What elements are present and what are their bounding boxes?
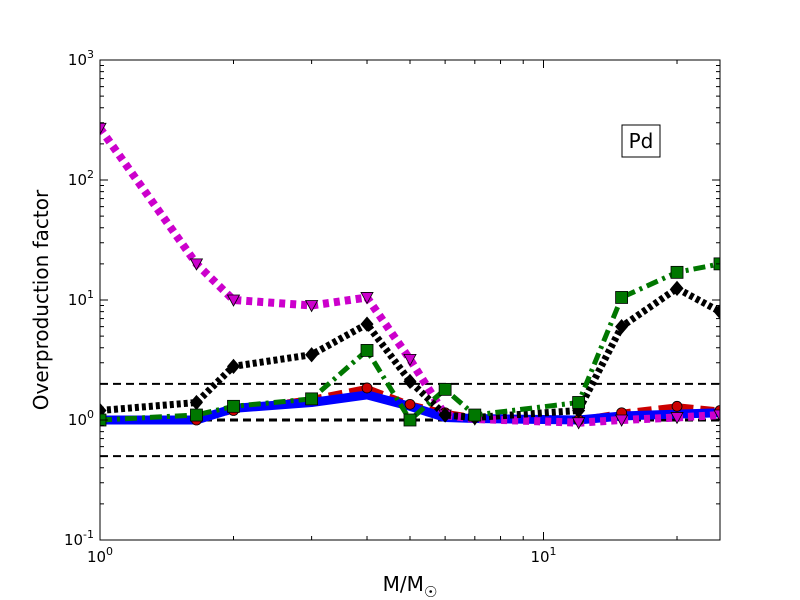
y-tick-label-exp: 0	[87, 408, 94, 421]
series-2-point-10	[670, 412, 684, 425]
series-3-point-4	[360, 316, 374, 332]
series-3-point-5	[403, 373, 417, 389]
y-tick-label-exp: 1	[87, 288, 94, 301]
y-tick-label-base: 10	[68, 291, 87, 309]
x-tick-label-exp: 1	[550, 545, 557, 558]
series-2-point-9	[614, 414, 629, 427]
series-4-point-9	[615, 291, 629, 304]
series-2-point-4	[360, 292, 374, 305]
series-0-point-4	[361, 382, 373, 394]
x-axis-label: M/M☉	[383, 572, 438, 600]
series-line-3	[100, 284, 720, 421]
y-tick-label-exp: 3	[87, 48, 94, 61]
x-axis-label-main: M/M	[383, 572, 424, 596]
series-4-point-2	[227, 399, 240, 413]
annotation-box	[621, 124, 661, 158]
y-tick-label: 102	[68, 168, 94, 189]
series-3-point-9	[615, 319, 629, 335]
y-tick-label: 101	[68, 288, 94, 309]
series-line-2	[100, 125, 720, 427]
y-tick-label: 10-1	[64, 528, 94, 549]
x-tick-label-exp: 0	[106, 545, 113, 558]
x-tick-label: 100	[87, 545, 113, 566]
y-tick-label-exp: 2	[87, 168, 94, 181]
annotation-label: Pd	[629, 129, 654, 153]
y-tick-label-base: 10	[68, 51, 87, 69]
series-4-point-3	[305, 392, 319, 406]
series-3-point-2	[226, 358, 241, 374]
series-4-point-10	[670, 265, 684, 279]
y-tick-label: 100	[68, 408, 94, 429]
series-4-point-7	[468, 408, 482, 422]
series-2-point-2	[226, 294, 241, 307]
series-3-point-6	[438, 407, 452, 423]
x-tick-label-base: 10	[530, 548, 549, 566]
series-3-point-10	[670, 280, 684, 296]
y-tick-label-base: 10	[68, 171, 87, 189]
x-tick-label-base: 10	[87, 548, 106, 566]
series-0-point-10	[671, 400, 683, 412]
series-2-point-1	[189, 258, 204, 271]
series-2-point-0	[100, 122, 107, 136]
plot-content	[100, 122, 720, 458]
y-tick-label: 103	[68, 48, 94, 69]
series-4-point-8	[572, 396, 586, 409]
series-4-point-6	[438, 382, 452, 396]
series-2-point-3	[304, 300, 319, 313]
series-4-point-4	[360, 344, 374, 357]
series-4-point-1	[190, 408, 203, 422]
y-tick-label-exp: -1	[83, 528, 94, 541]
x-tick-label: 101	[530, 545, 556, 566]
series-4-point-5	[403, 413, 417, 427]
series-2-point-11	[713, 409, 720, 422]
y-tick-label-base: 10	[64, 531, 83, 549]
series-2-point-5	[403, 353, 417, 367]
y-axis-label: Overproduction factor	[29, 189, 53, 410]
x-axis-label-sub: ☉	[424, 583, 437, 600]
y-tick-label-base: 10	[68, 411, 87, 429]
series-0-point-5	[404, 398, 416, 410]
series-3-point-3	[305, 347, 319, 363]
